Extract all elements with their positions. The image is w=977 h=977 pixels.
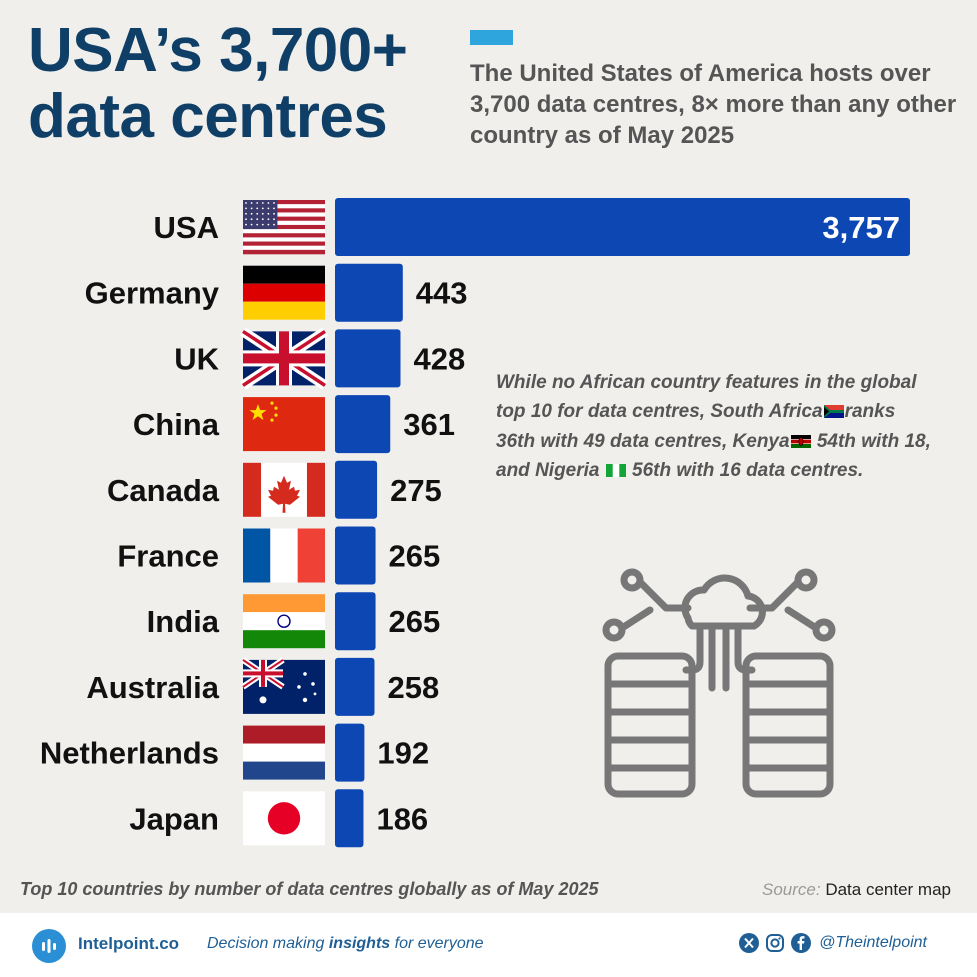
annotation-line-1: While no African country features in the… [496,372,917,423]
bar [335,329,401,388]
source-value: Data center map [825,880,951,899]
value-label: 258 [387,670,439,705]
title-line-2: data centres [28,82,388,152]
annotation-kenya-label: Kenya [732,430,790,452]
bar [335,723,365,782]
bar [335,592,376,651]
flag-usa-icon [243,200,325,255]
chart-row: Canada 275 [107,460,442,519]
annotation-sa-rank: ranks 36th with 49 data centres, [496,401,896,452]
category-label: USA [154,210,219,245]
tagline-pre: Decision making [207,935,325,952]
category-label: Australia [86,670,219,705]
category-label: France [117,539,219,574]
value-label: 192 [377,736,429,771]
value-label: 275 [390,473,442,508]
chart-row: China 361 [133,395,455,454]
social-links: @Theintelpoint [739,932,927,954]
source-line: Source: Data center map [762,880,951,900]
title-line-1: USA’s 3,700+ [28,16,408,85]
annotation-nigeria-label: Nigeria [535,460,600,482]
tagline-post: for everyone [394,935,484,952]
tagline-bold: insights [328,935,391,952]
chart-row: India 265 [147,592,441,651]
chart-row: UK 428 [174,327,466,390]
category-label: Netherlands [40,736,219,771]
chart-row: Netherlands 192 [40,723,429,782]
flag-nigeria-icon [605,464,626,478]
flag-france-icon [243,528,325,583]
flag-china-icon [243,397,325,452]
title-accent-bar [470,30,513,45]
flag-kenya-icon [790,434,811,448]
facebook-icon[interactable] [791,933,812,953]
category-label: Canada [107,473,220,508]
subtitle: The United States of America hosts over … [470,60,957,150]
flag-japan-icon [243,791,325,846]
chart-row: Australia 258 [86,657,439,716]
chart-row: Germany 443 [85,263,468,322]
value-label: 186 [376,801,428,836]
chart-row: France 265 [117,526,441,585]
category-label: Germany [85,276,220,311]
flag-india-icon [243,594,325,649]
flag-netherlands-icon [243,725,325,780]
chart-row: USA 3,757 [154,198,910,256]
flag-uk-icon [240,327,328,390]
category-label: China [133,407,220,442]
social-handle[interactable]: @Theintelpoint [819,934,927,951]
category-label: India [147,604,220,639]
tagline: Decision making insights for everyone [207,935,484,953]
value-label: 3,757 [822,210,900,245]
bar [335,526,376,585]
africa-annotation: While no African country features in the… [496,368,936,486]
bar [335,198,910,256]
bar [335,263,403,322]
category-label: Japan [129,801,219,836]
value-label: 443 [416,276,468,311]
value-label: 428 [414,341,466,376]
value-label: 265 [389,539,441,574]
value-label: 265 [389,604,441,639]
flag-germany-icon [243,265,325,320]
bar [335,460,378,519]
flag-south-africa-icon [823,405,844,419]
brand-link[interactable]: Intelpoint.co [78,934,180,953]
bar-chart: USA 3,757 Germany 443 UK 428 China 361 Canada 275… [40,198,910,848]
annotation-kenya-rank: 54th with 18, and [496,430,931,482]
flag-australia-icon [241,657,325,714]
bar [335,395,391,454]
value-label: 361 [403,407,455,442]
annotation-nigeria-rank: 56th with 16 data centres. [632,460,864,482]
bar [335,789,364,848]
intelpoint-logo-icon[interactable] [32,929,66,963]
bar [335,657,375,716]
chart-row: Japan 186 [129,789,428,848]
category-label: UK [174,341,219,376]
page-title: USA’s 3,700+ data centres [28,16,408,152]
flag-canada-icon [243,462,325,517]
annotation-sa-label: South Africa [710,401,823,423]
x-icon[interactable] [739,933,760,953]
source-label: Source: [761,880,821,899]
footer-bar: Intelpoint.co Decision making insights f… [0,913,977,977]
cloud-server-illustration-icon [602,568,836,798]
instagram-icon[interactable] [765,933,785,953]
chart-caption: Top 10 countries by number of data centr… [20,879,599,899]
